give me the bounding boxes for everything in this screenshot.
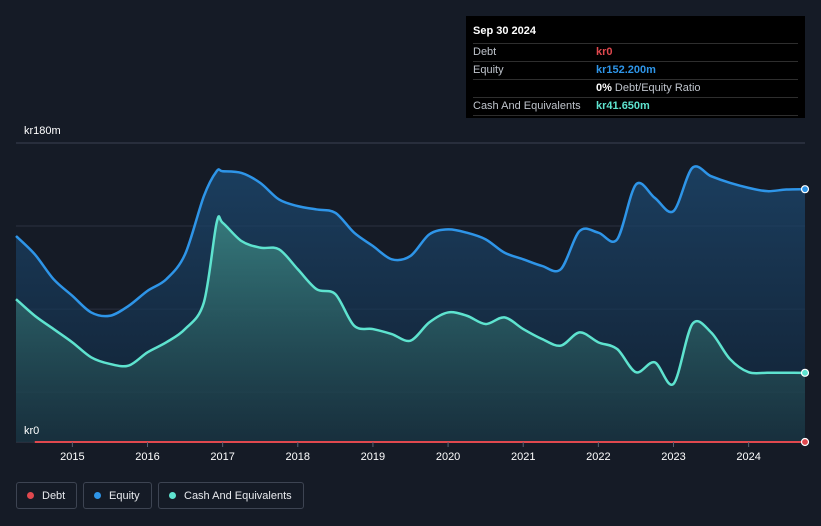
tooltip-panel: Sep 30 2024 Debt kr0 Equity kr152.200m 0… bbox=[466, 16, 805, 118]
x-tick-label-2015: 2015 bbox=[60, 451, 84, 463]
legend-debt-label: Debt bbox=[42, 489, 66, 502]
tooltip-ratio-value: 0% bbox=[596, 82, 612, 94]
tooltip-equity-label: Equity bbox=[473, 64, 504, 76]
tooltip-equity-value: kr152.200m bbox=[596, 64, 656, 76]
legend-equity-label: Equity bbox=[109, 489, 140, 502]
cash-and-equivalents-area bbox=[16, 216, 805, 442]
legend-equity[interactable]: Equity bbox=[83, 482, 152, 509]
x-tick-label-2024: 2024 bbox=[736, 451, 760, 463]
debt-end-point bbox=[800, 437, 810, 447]
equity-line bbox=[15, 165, 806, 318]
debt-legend-dot bbox=[27, 492, 34, 499]
x-tick-label-2022: 2022 bbox=[586, 451, 610, 463]
tooltip-ratio-label: Debt/Equity Ratio bbox=[614, 82, 701, 94]
x-tick-label-2020: 2020 bbox=[436, 451, 460, 463]
x-tick-label-2023: 2023 bbox=[661, 451, 685, 463]
equity-end-point bbox=[800, 185, 810, 194]
y-axis-zero-label: kr0 bbox=[24, 425, 40, 437]
tooltip-row-cash: Cash And Equivalents kr41.650m bbox=[473, 98, 798, 116]
tooltip-row-debt: Debt kr0 bbox=[473, 44, 798, 62]
legend-debt[interactable]: Debt bbox=[16, 482, 77, 509]
cash-and-equivalents-line bbox=[15, 215, 806, 387]
tooltip-row-ratio: 0% Debt/Equity Ratio bbox=[473, 80, 798, 98]
x-tick-label-2021: 2021 bbox=[511, 451, 535, 463]
tooltip-date: Sep 30 2024 bbox=[473, 25, 798, 44]
tooltip-debt-label: Debt bbox=[473, 46, 497, 58]
equity-legend-dot bbox=[94, 492, 101, 499]
legend-cash-label: Cash And Equivalents bbox=[184, 489, 292, 502]
cash-legend-dot bbox=[169, 492, 176, 499]
y-axis-max-label: kr180m bbox=[24, 125, 61, 137]
tooltip-row-equity: Equity kr152.200m bbox=[473, 62, 798, 80]
x-tick-label-2019: 2019 bbox=[361, 451, 385, 463]
tooltip-cash-label: Cash And Equivalents bbox=[473, 100, 581, 112]
tooltip-debt-value: kr0 bbox=[596, 46, 613, 58]
x-tick-label-2016: 2016 bbox=[135, 451, 159, 463]
x-tick-label-2018: 2018 bbox=[286, 451, 310, 463]
x-tick-label-2017: 2017 bbox=[210, 451, 234, 463]
legend-cash[interactable]: Cash And Equivalents bbox=[158, 482, 304, 509]
tooltip-cash-value: kr41.650m bbox=[596, 100, 650, 112]
cash-and-equivalents-end-point bbox=[800, 368, 810, 377]
